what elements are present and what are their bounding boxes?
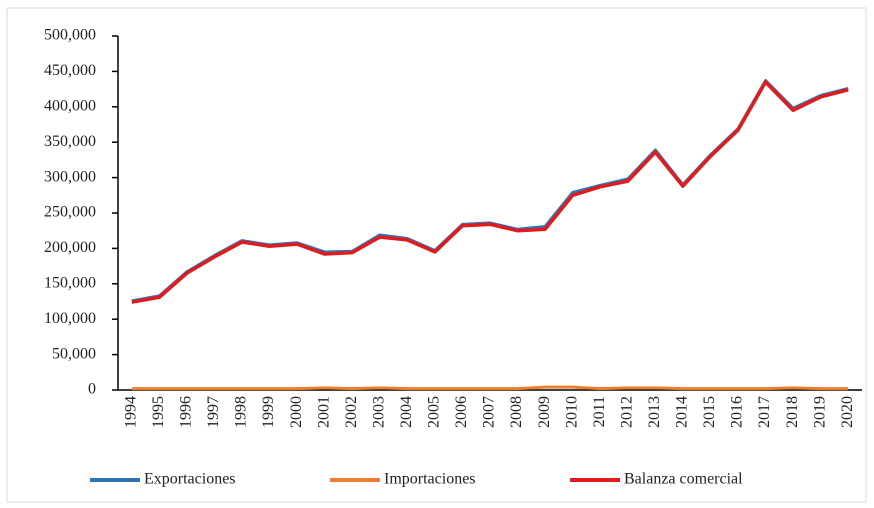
x-tick-label: 2000 bbox=[288, 396, 305, 428]
x-tick-label: 2001 bbox=[315, 396, 332, 428]
x-tick-label: 1994 bbox=[122, 396, 139, 428]
x-tick-label: 2009 bbox=[536, 396, 553, 428]
x-tick-label: 2013 bbox=[646, 396, 663, 428]
x-tick-label: 2020 bbox=[839, 396, 856, 428]
x-tick-label: 1999 bbox=[260, 396, 277, 428]
x-tick-label: 2003 bbox=[370, 396, 387, 428]
x-tick-label: 1996 bbox=[178, 396, 195, 428]
y-tick-label: 500,000 bbox=[44, 27, 96, 44]
x-tick-label: 2012 bbox=[618, 396, 635, 428]
x-tick-label: 2005 bbox=[426, 396, 443, 428]
x-tick-label: 2010 bbox=[563, 396, 580, 428]
y-tick-label: 50,000 bbox=[52, 345, 96, 362]
legend-label: Exportaciones bbox=[144, 471, 236, 488]
x-tick-label: 2017 bbox=[756, 396, 773, 428]
x-tick-label: 2018 bbox=[784, 396, 801, 428]
x-tick-label: 1997 bbox=[205, 396, 222, 428]
x-tick-label: 2019 bbox=[811, 396, 828, 428]
y-tick-label: 450,000 bbox=[44, 62, 96, 79]
y-tick-label: 400,000 bbox=[44, 97, 96, 114]
x-tick-label: 1998 bbox=[233, 396, 250, 428]
x-tick-label: 2015 bbox=[701, 396, 718, 428]
y-tick-label: 150,000 bbox=[44, 274, 96, 291]
y-tick-label: 200,000 bbox=[44, 239, 96, 256]
legend-label: Importaciones bbox=[384, 471, 476, 488]
x-tick-label: 2008 bbox=[508, 396, 525, 428]
y-tick-label: 0 bbox=[88, 381, 96, 398]
chart-border bbox=[6, 7, 867, 503]
x-tick-label: 1995 bbox=[150, 396, 167, 428]
x-tick-label: 2011 bbox=[591, 396, 608, 427]
series-line bbox=[131, 80, 849, 304]
series-line bbox=[131, 385, 849, 391]
x-tick-label: 2014 bbox=[674, 396, 691, 428]
y-tick-label: 250,000 bbox=[44, 204, 96, 221]
y-tick-label: 100,000 bbox=[44, 310, 96, 327]
x-tick-label: 2004 bbox=[398, 396, 415, 428]
x-tick-label: 2002 bbox=[343, 396, 360, 428]
y-tick-label: 350,000 bbox=[44, 133, 96, 150]
x-tick-label: 2006 bbox=[453, 396, 470, 428]
x-tick-label: 2007 bbox=[481, 396, 498, 428]
y-tick-label: 300,000 bbox=[44, 168, 96, 185]
x-tick-label: 2016 bbox=[729, 396, 746, 428]
legend-label: Balanza comercial bbox=[624, 471, 743, 488]
